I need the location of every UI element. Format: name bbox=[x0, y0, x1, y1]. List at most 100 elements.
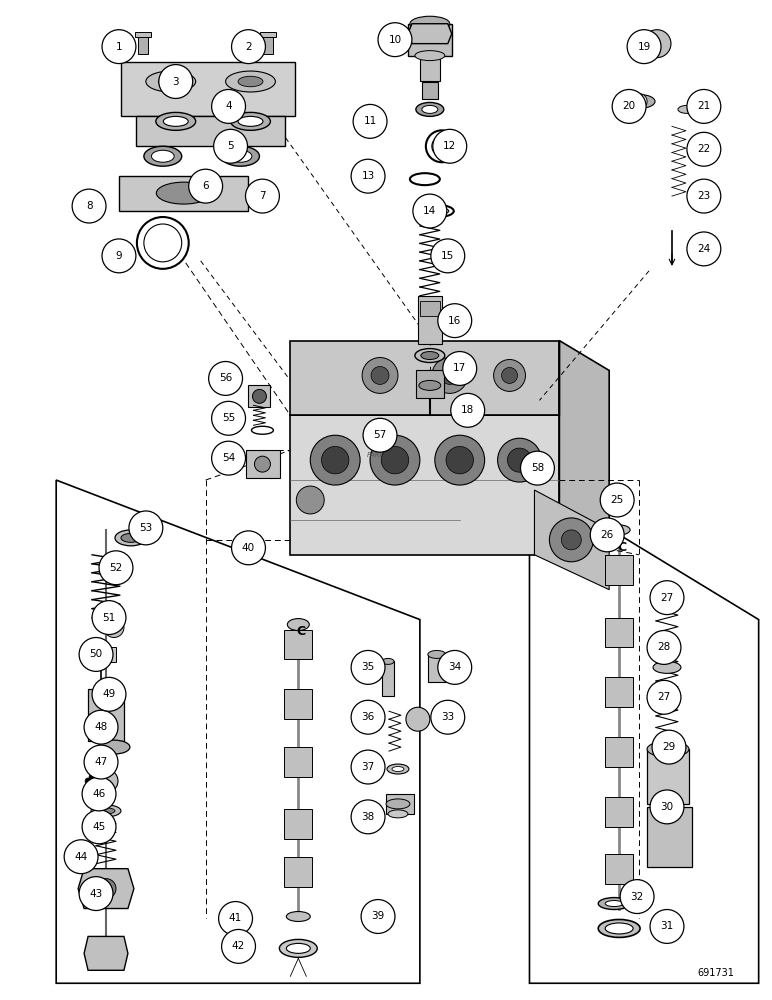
Text: 50: 50 bbox=[90, 649, 103, 659]
Bar bbox=[386, 794, 414, 814]
Circle shape bbox=[159, 65, 193, 98]
Ellipse shape bbox=[678, 105, 696, 113]
Circle shape bbox=[591, 518, 624, 552]
Bar bbox=[138, 34, 148, 54]
Bar bbox=[647, 749, 689, 804]
Ellipse shape bbox=[137, 217, 188, 269]
Circle shape bbox=[129, 511, 163, 545]
Ellipse shape bbox=[608, 525, 630, 535]
Circle shape bbox=[363, 418, 397, 452]
Circle shape bbox=[92, 677, 126, 711]
Circle shape bbox=[79, 877, 113, 911]
Ellipse shape bbox=[156, 182, 211, 204]
Text: 49: 49 bbox=[103, 689, 116, 699]
Text: 56: 56 bbox=[219, 373, 232, 383]
Circle shape bbox=[687, 132, 721, 166]
Text: 39: 39 bbox=[371, 911, 384, 921]
Circle shape bbox=[647, 680, 681, 714]
Circle shape bbox=[351, 159, 385, 193]
Text: 52: 52 bbox=[110, 563, 123, 573]
Ellipse shape bbox=[151, 150, 174, 162]
Text: 17: 17 bbox=[453, 363, 466, 373]
Ellipse shape bbox=[238, 116, 263, 126]
Text: 32: 32 bbox=[631, 892, 644, 902]
Circle shape bbox=[502, 367, 517, 383]
Circle shape bbox=[433, 129, 467, 163]
Bar bbox=[284, 747, 312, 777]
Circle shape bbox=[413, 194, 447, 228]
Circle shape bbox=[631, 93, 647, 109]
Circle shape bbox=[84, 745, 118, 779]
Bar bbox=[422, 82, 438, 99]
Circle shape bbox=[102, 239, 136, 273]
Polygon shape bbox=[119, 176, 249, 211]
Circle shape bbox=[438, 650, 472, 684]
Bar bbox=[96, 647, 116, 662]
Bar bbox=[605, 797, 633, 827]
Text: 4: 4 bbox=[225, 101, 232, 111]
Ellipse shape bbox=[225, 71, 276, 92]
Bar bbox=[416, 370, 444, 398]
Ellipse shape bbox=[421, 352, 438, 360]
Text: 26: 26 bbox=[601, 530, 614, 540]
Text: 18: 18 bbox=[461, 405, 474, 415]
Circle shape bbox=[89, 774, 95, 780]
Polygon shape bbox=[530, 480, 759, 983]
Text: 6: 6 bbox=[202, 181, 209, 191]
Text: 11: 11 bbox=[364, 116, 377, 126]
Circle shape bbox=[99, 551, 133, 585]
Bar bbox=[605, 854, 633, 884]
Ellipse shape bbox=[647, 741, 689, 757]
Ellipse shape bbox=[286, 943, 310, 953]
Circle shape bbox=[627, 30, 661, 64]
Text: 22: 22 bbox=[697, 144, 710, 154]
Bar bbox=[284, 857, 312, 887]
Bar bbox=[605, 737, 633, 767]
Circle shape bbox=[687, 179, 721, 213]
Bar bbox=[245, 450, 280, 478]
Text: PARKER: PARKER bbox=[367, 452, 394, 458]
Ellipse shape bbox=[653, 661, 681, 673]
Circle shape bbox=[353, 104, 387, 138]
Circle shape bbox=[687, 232, 721, 266]
Ellipse shape bbox=[623, 94, 655, 108]
Circle shape bbox=[351, 800, 385, 834]
Circle shape bbox=[79, 638, 113, 671]
Text: 43: 43 bbox=[90, 889, 103, 899]
Text: 31: 31 bbox=[660, 921, 674, 931]
Bar bbox=[249, 385, 270, 407]
Text: 58: 58 bbox=[531, 463, 544, 473]
Ellipse shape bbox=[121, 533, 141, 542]
Ellipse shape bbox=[91, 805, 121, 817]
Circle shape bbox=[362, 358, 398, 393]
Text: 691731: 691731 bbox=[697, 968, 734, 978]
Text: 45: 45 bbox=[93, 822, 106, 832]
Text: 27: 27 bbox=[658, 692, 671, 702]
Text: 57: 57 bbox=[374, 430, 387, 440]
Polygon shape bbox=[290, 415, 560, 555]
Circle shape bbox=[620, 880, 654, 914]
Polygon shape bbox=[84, 936, 128, 970]
Text: 34: 34 bbox=[448, 662, 462, 672]
Ellipse shape bbox=[287, 619, 310, 631]
Polygon shape bbox=[121, 62, 296, 116]
Circle shape bbox=[212, 401, 245, 435]
Ellipse shape bbox=[387, 764, 409, 774]
Circle shape bbox=[96, 879, 116, 899]
Circle shape bbox=[431, 239, 465, 273]
Ellipse shape bbox=[164, 116, 188, 126]
Text: 35: 35 bbox=[361, 662, 374, 672]
Polygon shape bbox=[560, 341, 609, 555]
Text: 29: 29 bbox=[662, 742, 676, 752]
Circle shape bbox=[321, 446, 349, 474]
Bar bbox=[408, 24, 452, 56]
Circle shape bbox=[381, 446, 408, 474]
Ellipse shape bbox=[605, 901, 623, 907]
Text: 12: 12 bbox=[443, 141, 456, 151]
Circle shape bbox=[212, 441, 245, 475]
Text: 46: 46 bbox=[93, 789, 106, 799]
Circle shape bbox=[92, 601, 126, 635]
Bar bbox=[88, 689, 124, 741]
Ellipse shape bbox=[598, 898, 630, 910]
Circle shape bbox=[643, 30, 671, 58]
